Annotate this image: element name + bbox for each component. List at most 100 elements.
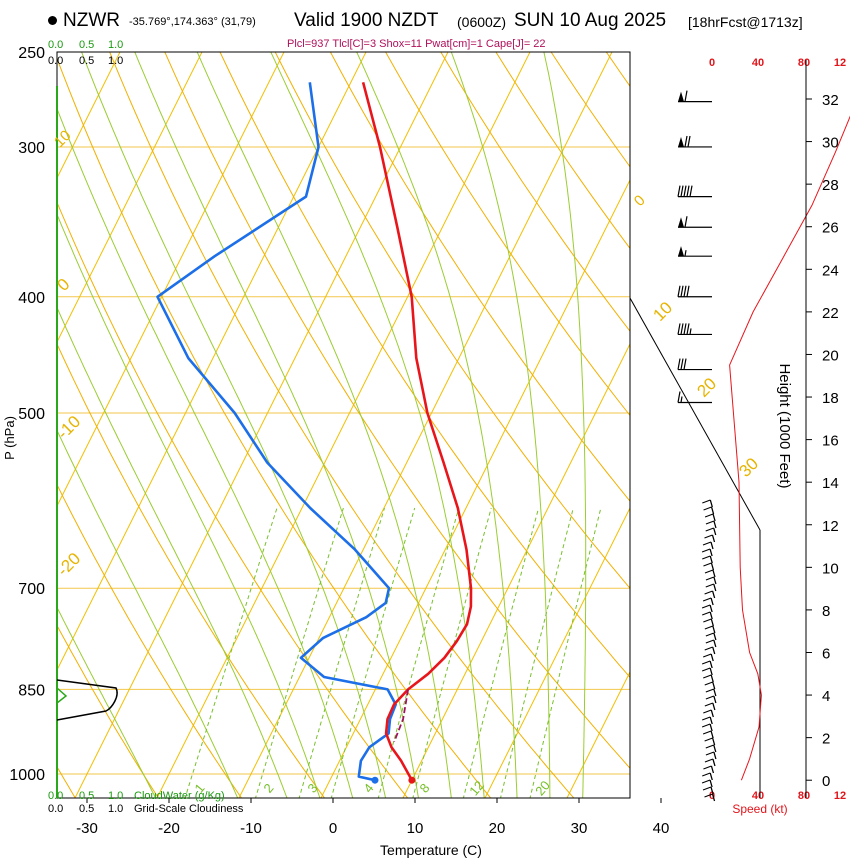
isotherm-line <box>57 52 203 344</box>
dry-adiabat-line <box>605 52 630 88</box>
isotherm-label: 20 <box>693 374 720 401</box>
wind-barb-lower <box>710 653 714 662</box>
cloudiness-profile-line <box>56 679 118 721</box>
pressure-tick-label: 250 <box>18 45 45 62</box>
height-tick-label: 26 <box>822 220 839 237</box>
height-tick-label: 6 <box>822 645 830 662</box>
wind-barb-lower-feather <box>702 730 712 735</box>
parcel-path-line <box>393 689 409 743</box>
isotherm-line <box>484 506 630 798</box>
y-axis-label: P (hPa) <box>2 416 17 460</box>
wind-barb-full <box>680 285 684 297</box>
wind-barb-lower-feather <box>704 702 714 707</box>
wind-barb-full <box>677 185 681 197</box>
wind-barb-full <box>686 285 690 297</box>
x-tick-label: 20 <box>489 820 506 837</box>
wind-barb-lower-feather <box>704 590 713 595</box>
height-axis-label: Height (1000 Feet) <box>776 363 793 488</box>
wind-barb-full <box>677 391 681 403</box>
isotherm-label: -20 <box>53 549 84 580</box>
dry-adiabat-line <box>495 52 630 250</box>
mixing-ratio-line <box>412 507 492 798</box>
mixing-ratio-line <box>377 507 460 798</box>
cloud-water-top-tick: 1.0 <box>108 39 123 51</box>
wind-barb-lower-feather <box>705 527 714 532</box>
wind-speed-profile-line <box>729 115 850 781</box>
wind-barb-lower-feather <box>702 772 711 777</box>
isotherm-line <box>0 0 14 799</box>
wind-barb-lower <box>709 611 713 620</box>
speed-bottom-tick-label: 12 <box>834 790 846 802</box>
cloud-water-profile-line <box>56 687 68 704</box>
dry-adiabat-line <box>583 0 850 799</box>
wind-barb-lower-feather <box>704 681 713 686</box>
wind-barb-full <box>683 185 687 197</box>
pressure-tick-label: 300 <box>18 140 45 157</box>
mixing-ratio-line <box>298 507 385 798</box>
pressure-tick-label: 850 <box>18 682 45 699</box>
isotherm-label: 10 <box>649 298 676 325</box>
wind-barb-lower <box>709 604 713 613</box>
cloud-water-bottom-tick: 0.0 <box>48 790 63 802</box>
wind-barb-lower <box>709 716 713 725</box>
moist-adiabat-line <box>57 107 354 798</box>
wind-barb-full <box>677 323 681 335</box>
wind-barb-lower-feather <box>704 646 713 651</box>
dry-adiabat-line <box>635 0 850 799</box>
wind-barb-lower-feather <box>705 520 715 525</box>
wind-barb-lower <box>709 555 713 564</box>
wind-barb-full <box>683 323 687 335</box>
wind-barb-lower-feather <box>704 737 713 742</box>
moist-adiabat-line <box>57 306 288 798</box>
cloud-water-bottom-tick: 1.0 <box>108 790 123 802</box>
dry-adiabat-line <box>329 52 630 502</box>
sounding-parameters: Plcl=937 Tlcl[C]=3 Shox=11 Pwat[cm]=1 Ca… <box>287 38 546 50</box>
wind-barb-lower <box>713 695 717 704</box>
station-code: NZWR <box>63 10 120 31</box>
wind-barb-lower <box>710 786 714 795</box>
wind-barb-lower <box>710 597 714 606</box>
wind-barb-lower <box>710 765 715 774</box>
wind-barb-lower <box>712 625 716 634</box>
wind-barb-lower-feather <box>705 632 715 637</box>
cloudiness-top-tick: 0.0 <box>48 55 63 67</box>
wind-barb-lower-feather <box>704 758 714 763</box>
wind-barb-lower <box>712 681 716 690</box>
x-tick-label: -30 <box>76 820 98 837</box>
mixing-ratio-label: 8 <box>416 781 432 796</box>
wind-barb-half <box>680 396 683 403</box>
wind-barb-half <box>684 250 687 257</box>
dry-adiabat-line <box>57 624 159 798</box>
wind-barb-lower-feather <box>705 695 715 700</box>
wind-barb-lower <box>712 569 716 578</box>
height-tick-label: 2 <box>822 731 830 748</box>
isotherm-line <box>74 52 449 798</box>
x-tick-label: 10 <box>407 820 424 837</box>
isotherm-line <box>238 52 613 798</box>
wind-barb-full <box>680 358 684 370</box>
wind-barb-lower-feather <box>701 779 711 784</box>
isotherm-line <box>57 52 121 180</box>
wind-barb-lower-feather <box>703 674 712 679</box>
wind-barb-lower-feather <box>705 639 714 644</box>
x-tick-label: 0 <box>329 820 337 837</box>
wind-barb-full <box>686 185 690 197</box>
dry-adiabat-line <box>57 342 326 798</box>
wind-barb-full <box>686 323 690 335</box>
height-tick-label: 28 <box>822 177 839 194</box>
wind-barb-full <box>684 90 688 102</box>
wind-barb-lower-feather <box>702 597 712 602</box>
wind-barb-lower-feather <box>704 534 713 539</box>
moist-adiabat-line <box>543 52 587 798</box>
wind-barb-lower <box>709 723 713 732</box>
wind-barb-lower-feather <box>705 583 714 588</box>
isotherm-line <box>156 52 531 798</box>
wind-barb-lower <box>713 583 717 592</box>
speed-bottom-tick-label: 0 <box>709 790 715 802</box>
x-tick-label: 40 <box>653 820 670 837</box>
height-tick-label: 4 <box>822 688 830 705</box>
height-tick-label: 14 <box>822 475 839 492</box>
isotherm-line <box>402 342 630 798</box>
mixing-ratio-line <box>529 507 602 798</box>
